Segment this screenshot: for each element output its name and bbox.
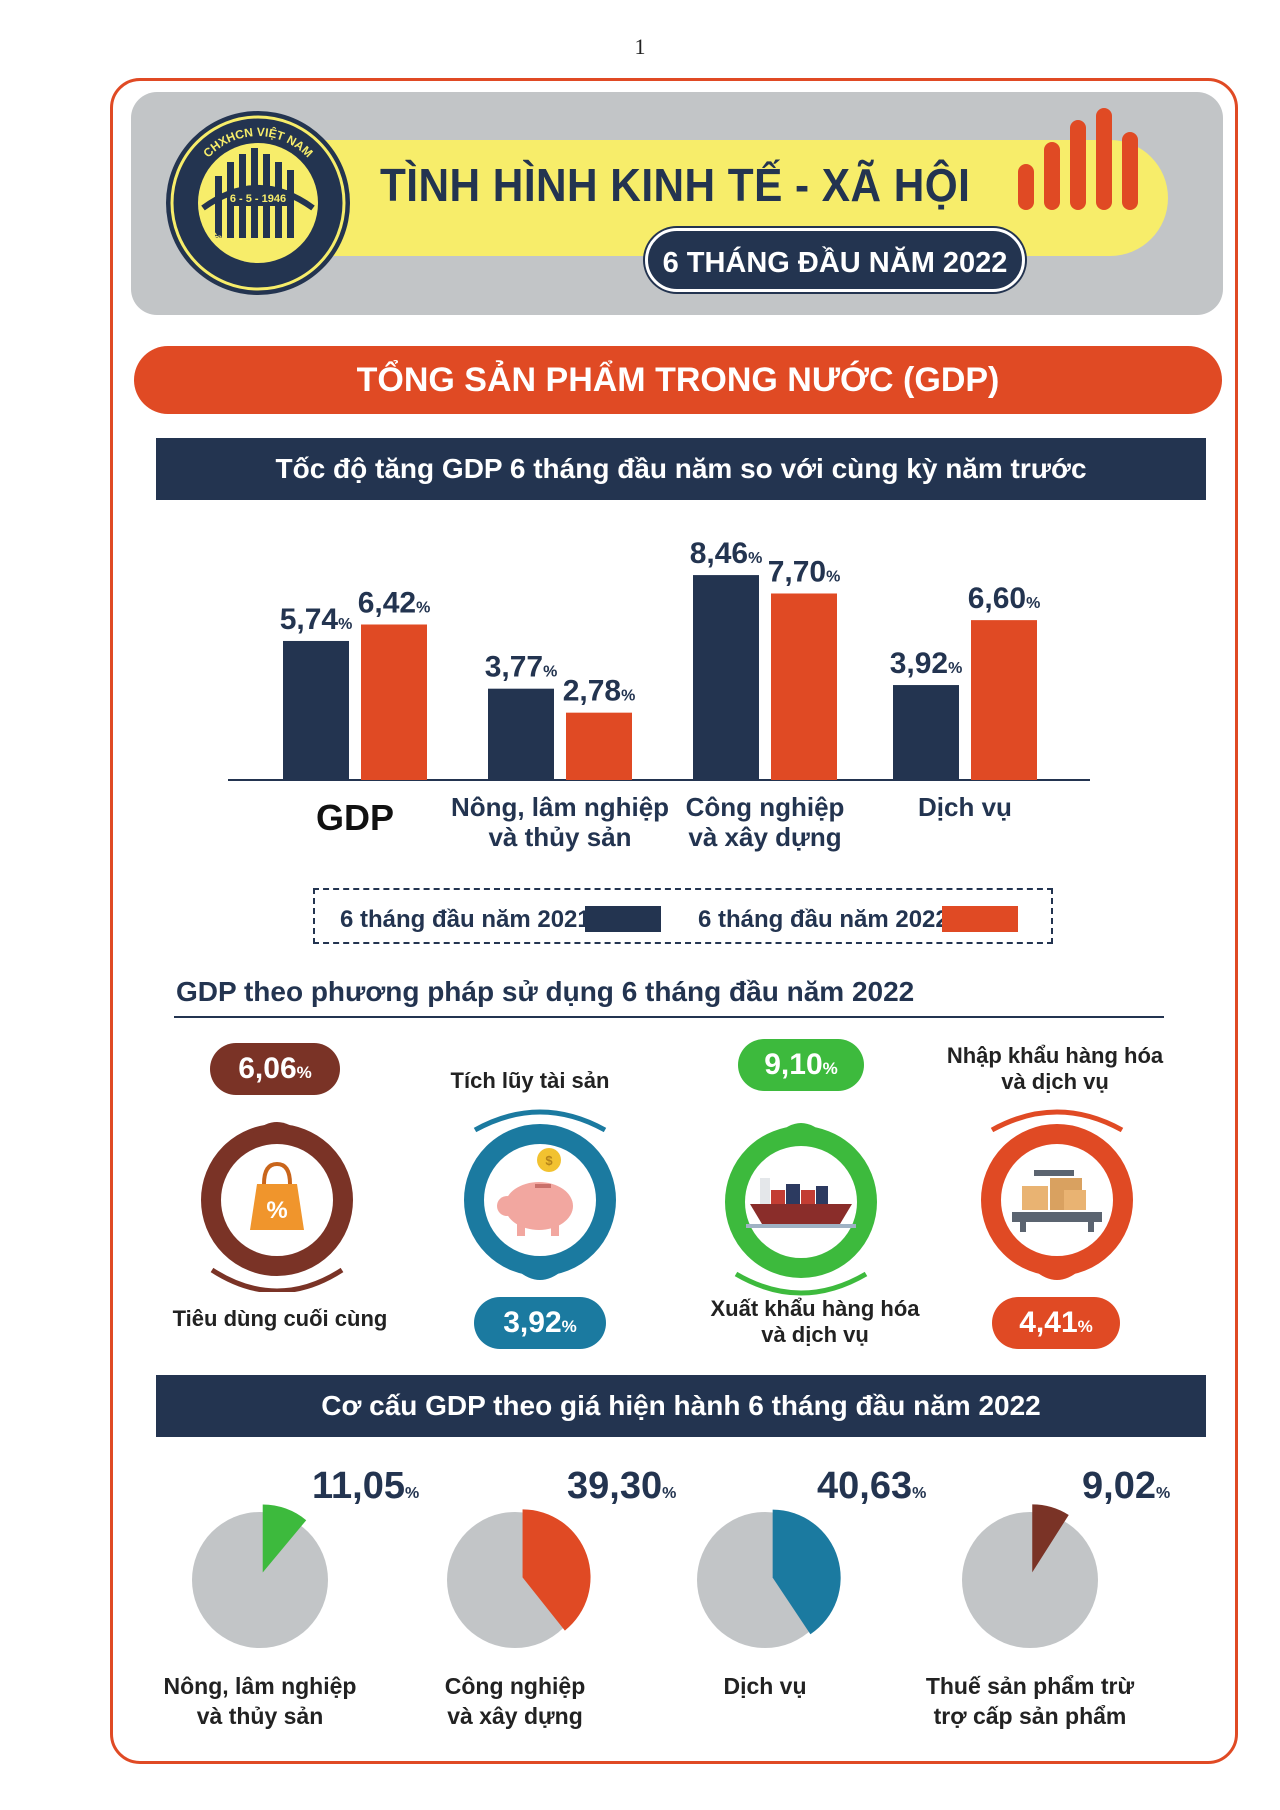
legend-label-2022: 6 tháng đầu năm 2022 — [698, 906, 949, 933]
pie-value-1: 39,30% — [567, 1465, 676, 1507]
bar-label-2022-3: 6,60% — [968, 582, 1041, 615]
bar-2021-0 — [283, 640, 349, 780]
pie-bg-3 — [962, 1512, 1098, 1648]
piggy-bank-icon: $ — [497, 1148, 573, 1236]
pie-label-3: Thuế sản phẩm trừ — [926, 1673, 1135, 1699]
cargo-scale-icon — [1012, 1170, 1102, 1232]
pie-value-2: 40,63% — [817, 1465, 926, 1507]
svg-text:$: $ — [545, 1153, 553, 1168]
bar-label-2022-0: 6,42% — [358, 586, 431, 619]
consumption-ring: % — [201, 1122, 353, 1292]
pie-slice-0 — [262, 1504, 307, 1573]
bar-label-2021-1: 3,77% — [485, 651, 558, 684]
section-title: TỔNG SẢN PHẨM TRONG NƯỚC (GDP) — [134, 346, 1222, 414]
category-label-1: và thủy sản — [488, 822, 631, 852]
category-label-3: Dịch vụ — [918, 792, 1012, 822]
usage-value-pill-imports: 4,41% — [992, 1297, 1120, 1349]
bar-2022-3 — [971, 620, 1037, 780]
usage-section-title: GDP theo phương pháp sử dụng 6 tháng đầu… — [176, 976, 915, 1007]
category-label-0: GDP — [316, 797, 394, 838]
legend-label-2021: 6 tháng đầu năm 2021 — [340, 906, 591, 933]
pie-bg-0 — [192, 1512, 328, 1648]
gdp-growth-bar-chart: 5,74% 3,77% 8,46% 3,92% 6,42% 2,78% 7,70% 6,60%… — [228, 537, 1090, 852]
gdp-structure-pies: 11,05% Nông, lâm nghiệp và thủy sản 39,30% C… — [164, 1465, 1171, 1729]
pie-label-2: Dịch vụ — [723, 1673, 806, 1699]
bar-label-2021-3: 3,92% — [890, 647, 963, 680]
page-frame — [110, 78, 1238, 1764]
pie-label-0: và thủy sản — [197, 1703, 324, 1729]
legend — [313, 888, 1053, 944]
usage-value-pill-consumption: 6,06% — [210, 1043, 340, 1095]
bar-label-2022-2: 7,70% — [768, 555, 841, 588]
bar-2022-1 — [566, 712, 632, 780]
pie-value-0: 11,05% — [312, 1465, 419, 1507]
accumulation-ring: $ — [464, 1109, 616, 1280]
structure-title: Cơ cấu GDP theo giá hiện hành 6 tháng đầ… — [156, 1375, 1206, 1437]
bar-label-2021-2: 8,46% — [690, 537, 763, 570]
pie-label-1: Công nghiệp — [445, 1673, 586, 1699]
bar-chart-icon — [1018, 108, 1138, 210]
pie-label-0: Nông, lâm nghiệp — [164, 1673, 357, 1699]
category-label-2: và xây dựng — [688, 822, 841, 852]
usage-value-pill-exports: 9,10% — [738, 1039, 864, 1091]
gso-logo: CHXHCN VIỆT NAM TỔNG CỤC THỐNG KÊ 6 - 5 … — [166, 111, 350, 295]
usage-label-imports: Nhập khẩu hàng hóa và dịch vụ — [946, 1043, 1164, 1094]
svg-text:%: % — [266, 1197, 287, 1224]
pie-slice-3 — [1032, 1504, 1069, 1573]
pie-value-3: 9,02% — [1082, 1465, 1170, 1507]
exports-ring — [725, 1123, 877, 1296]
legend-swatch-2022 — [942, 906, 1018, 932]
legend-swatch-2021 — [585, 906, 661, 932]
growth-chart-title: Tốc độ tăng GDP 6 tháng đầu năm so với c… — [156, 438, 1206, 500]
pie-slice-2 — [772, 1509, 841, 1635]
shopping-bag-icon: % — [250, 1161, 304, 1230]
usage-value-accumulation: 3,92 — [503, 1306, 562, 1339]
logo-date: 6 - 5 - 1946 — [230, 193, 286, 205]
pie-slice-1 — [522, 1509, 591, 1631]
bar-2021-3 — [893, 685, 959, 780]
usage-label-consumption: Tiêu dùng cuối cùng — [172, 1306, 388, 1331]
subtitle-pill: 6 THÁNG ĐẦU NĂM 2022 — [645, 228, 1025, 292]
category-label-2: Công nghiệp — [686, 792, 845, 822]
cargo-ship-icon — [746, 1178, 856, 1228]
usage-value-exports: 9,10 — [764, 1048, 823, 1081]
page-number: 1 — [634, 34, 646, 59]
pie-label-1: và xây dựng — [447, 1703, 583, 1729]
usage-value-consumption: 6,06 — [238, 1052, 297, 1085]
usage-value-imports: 4,41 — [1019, 1306, 1078, 1339]
usage-label-accumulation: Tích lũy tài sản — [450, 1068, 610, 1093]
bar-2022-0 — [361, 624, 427, 780]
bar-2021-2 — [693, 575, 759, 780]
usage-label-exports: Xuất khẩu hàng hóa và dịch vụ — [710, 1296, 920, 1347]
bar-label-2022-1: 2,78% — [563, 675, 636, 708]
bar-2021-1 — [488, 688, 554, 780]
bar-label-2021-0: 5,74% — [280, 603, 353, 636]
usage-section-underline — [174, 1016, 1164, 1018]
usage-value-pill-accumulation: 3,92% — [474, 1297, 606, 1349]
category-label-1: Nông, lâm nghiệp — [451, 792, 669, 822]
imports-ring — [981, 1109, 1133, 1280]
main-title: TÌNH HÌNH KINH TẾ - XÃ HỘI — [380, 159, 971, 211]
pie-label-3: trợ cấp sản phẩm — [934, 1703, 1127, 1729]
bar-2022-2 — [771, 593, 837, 780]
